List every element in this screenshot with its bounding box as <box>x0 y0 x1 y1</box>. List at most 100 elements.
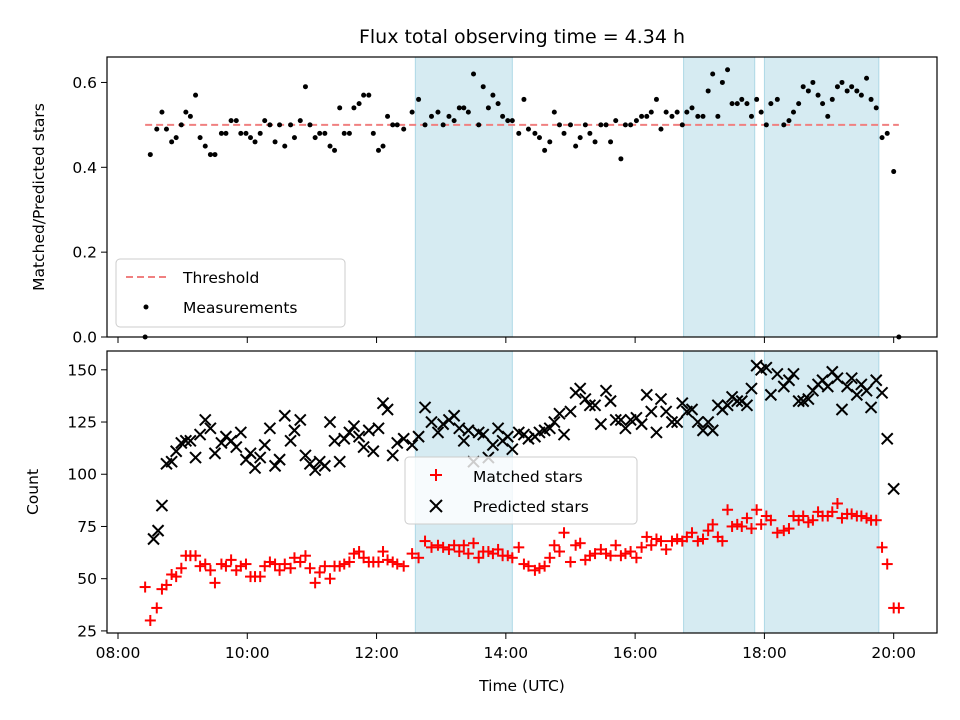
measurement-point <box>628 122 634 128</box>
matched-star-point <box>398 560 410 572</box>
measurement-point <box>725 67 731 73</box>
matched-star-point <box>831 497 843 509</box>
predicted-star-point <box>193 428 207 441</box>
bottom-y-axis-label: Count <box>24 469 42 515</box>
predicted-star-point <box>548 415 561 429</box>
predicted-star-point <box>155 499 169 512</box>
predicted-star-point <box>731 394 744 408</box>
measurement-point <box>729 101 735 107</box>
bottom-legend-box <box>404 456 638 525</box>
matched-star-point <box>584 550 596 562</box>
x-tick-label: 08:00 <box>96 644 141 662</box>
measurement-point <box>854 88 860 94</box>
predicted-star-point <box>425 415 438 429</box>
predicted-star-point <box>453 422 466 435</box>
matched-star-point <box>264 556 276 568</box>
matched-star-point <box>144 614 156 626</box>
matched-star-point <box>413 552 425 564</box>
matched-star-point <box>522 560 534 572</box>
measurement-point <box>884 130 890 136</box>
predicted-star-point <box>802 392 815 406</box>
x-tick-label: 10:00 <box>225 644 270 662</box>
predicted-star-point <box>557 428 571 441</box>
predicted-star-point <box>189 451 202 464</box>
matched-star-point <box>235 560 247 572</box>
predicted-star-point <box>670 415 684 429</box>
measurement-point <box>361 92 367 98</box>
measurement-point <box>868 96 874 102</box>
predicted-star-point <box>362 424 376 437</box>
matched-star-point <box>382 554 394 566</box>
predicted-star-point <box>701 415 715 429</box>
bottom-legend: Matched stars Predicted stars <box>404 456 638 525</box>
y-tick-label: 0.0 <box>72 329 97 347</box>
bottom-plot-frame <box>106 350 938 634</box>
y-tick-label: 125 <box>67 414 97 432</box>
measurement-point <box>218 130 224 136</box>
matched-star-point <box>462 548 474 560</box>
measurement-point <box>810 79 816 85</box>
matched-star-point <box>855 510 867 522</box>
measurement-point <box>495 101 501 107</box>
predicted-star-point <box>645 405 658 418</box>
predicted-star-point <box>654 392 668 406</box>
measurement-point <box>322 130 328 136</box>
matched-star-point <box>338 558 350 570</box>
matched-star-point <box>741 512 753 524</box>
measurement-point <box>547 139 553 145</box>
measurement-point <box>147 152 153 158</box>
bottom-panel: 25 50 75 100 125 150 08:00 10:00 12:00 14:00 16:00… <box>24 350 938 662</box>
predicted-star-point <box>881 432 894 445</box>
predicted-star-point <box>457 434 471 448</box>
measurement-point <box>243 130 249 136</box>
matched-star-point <box>348 548 360 560</box>
measurement-point <box>844 88 850 94</box>
predicted-star-point <box>635 417 648 431</box>
predicted-star-point <box>308 463 322 477</box>
measurement-point <box>385 113 391 119</box>
matched-legend-swatch <box>430 469 442 481</box>
matched-star-point <box>697 533 709 545</box>
y-tick-label: 75 <box>77 518 97 536</box>
matched-star-point <box>285 562 297 574</box>
matched-star-point <box>876 541 888 553</box>
predicted-star-point <box>431 426 445 439</box>
measurement-point <box>485 105 491 111</box>
top-legend-box <box>115 258 346 328</box>
matched-star-point <box>151 602 163 614</box>
predicted-star-point <box>294 413 307 427</box>
matched-star-point <box>432 539 444 551</box>
predicted-star-point <box>721 399 734 412</box>
matched-star-point <box>426 541 438 553</box>
predicted-star-point <box>372 422 385 435</box>
matched-star-point <box>641 531 653 543</box>
chart-title: Flux total observing time = 4.34 h <box>359 26 685 48</box>
predicted-star-point <box>263 422 277 435</box>
measurement-point <box>573 143 579 149</box>
matched-star-point <box>139 581 151 593</box>
predicted-star-point <box>764 388 778 402</box>
predicted-star-point <box>244 447 257 460</box>
matched-star-point <box>783 523 795 535</box>
predicted-star-point <box>418 401 432 414</box>
predicted-star-point <box>234 426 248 439</box>
matched-star-point <box>707 518 719 530</box>
top-y-axis-label: Matched/Predicted stars <box>30 103 48 291</box>
matched-star-point <box>160 579 172 591</box>
matched-star-point <box>619 548 631 560</box>
measurement-point <box>829 96 835 102</box>
predicted-star-point <box>614 413 628 427</box>
predicted-star-point <box>299 449 312 462</box>
matched-star-point <box>655 535 667 547</box>
measurement-point <box>820 101 826 107</box>
measurement-point <box>416 96 422 102</box>
measurement-point <box>536 135 542 141</box>
predicted-star-point <box>650 426 663 439</box>
predicted-star-point <box>184 434 197 448</box>
matched-star-point <box>558 527 570 539</box>
predicted-star-point <box>268 459 282 473</box>
predicted-star-point <box>381 403 394 416</box>
measurement-point <box>695 113 701 119</box>
measurement-point <box>375 147 381 153</box>
measurement-point <box>849 84 855 90</box>
